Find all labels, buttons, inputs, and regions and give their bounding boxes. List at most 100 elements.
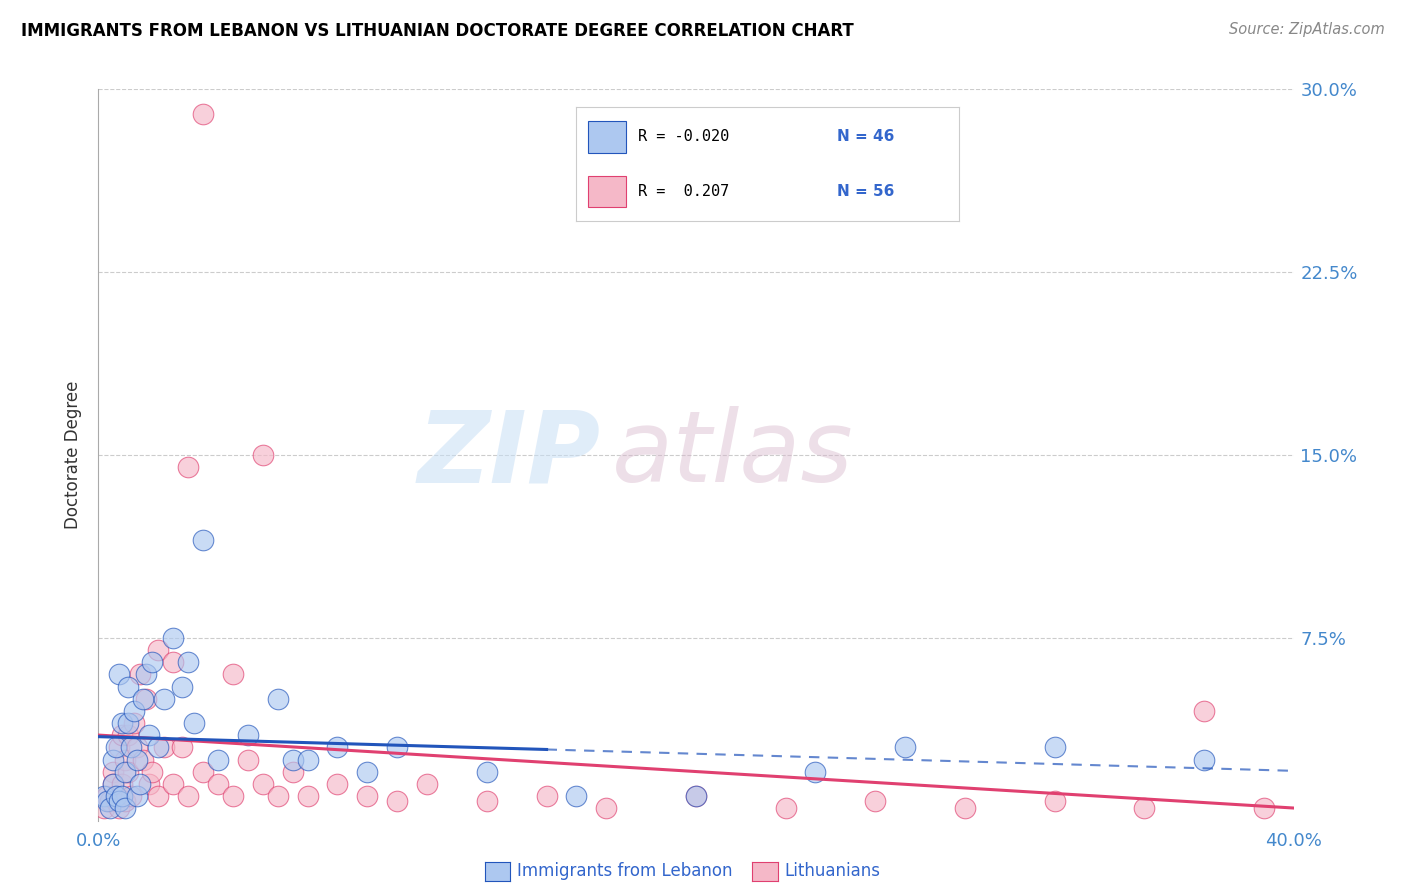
- Point: [153, 740, 176, 755]
- Point: [148, 643, 170, 657]
- Text: IMMIGRANTS FROM LEBANON VS LITHUANIAN DOCTORATE DEGREE CORRELATION CHART: IMMIGRANTS FROM LEBANON VS LITHUANIAN DO…: [21, 22, 853, 40]
- Point: [865, 794, 887, 808]
- Point: [127, 789, 149, 804]
- Point: [111, 789, 134, 804]
- Point: [191, 533, 214, 548]
- Point: [148, 740, 170, 755]
- Point: [135, 667, 157, 681]
- Point: [114, 753, 136, 767]
- Point: [685, 789, 707, 804]
- Point: [111, 716, 134, 731]
- Point: [117, 764, 139, 779]
- Point: [162, 655, 184, 669]
- Point: [236, 728, 259, 742]
- Point: [124, 716, 146, 731]
- Point: [127, 753, 149, 767]
- Point: [100, 801, 122, 815]
- Point: [953, 801, 976, 815]
- Point: [1192, 753, 1215, 767]
- Point: [281, 753, 304, 767]
- Point: [267, 789, 290, 804]
- Point: [117, 728, 139, 742]
- Point: [148, 789, 170, 804]
- Point: [385, 740, 409, 755]
- Point: [129, 777, 152, 791]
- Point: [475, 794, 498, 808]
- Point: [141, 655, 163, 669]
- Point: [297, 753, 319, 767]
- Point: [111, 728, 134, 742]
- Point: [356, 789, 378, 804]
- Point: [297, 789, 319, 804]
- Point: [105, 794, 128, 808]
- Point: [595, 801, 617, 815]
- Point: [177, 789, 200, 804]
- Point: [222, 789, 245, 804]
- Point: [93, 789, 115, 804]
- Point: [117, 680, 139, 694]
- Point: [267, 691, 290, 706]
- Point: [191, 106, 214, 120]
- Point: [135, 691, 157, 706]
- Point: [252, 777, 274, 791]
- Point: [141, 764, 163, 779]
- Point: [326, 740, 349, 755]
- Point: [108, 801, 131, 815]
- Point: [105, 789, 128, 804]
- Point: [162, 777, 184, 791]
- Point: [105, 740, 128, 755]
- Point: [114, 794, 136, 808]
- Point: [103, 764, 125, 779]
- Point: [127, 740, 149, 755]
- Point: [183, 716, 205, 731]
- Point: [111, 777, 134, 791]
- Point: [117, 716, 139, 731]
- Point: [177, 655, 200, 669]
- Point: [1133, 801, 1156, 815]
- Point: [1043, 740, 1066, 755]
- Point: [120, 740, 142, 755]
- Point: [153, 691, 176, 706]
- Point: [132, 691, 155, 706]
- Point: [93, 801, 115, 815]
- Point: [536, 789, 558, 804]
- Point: [191, 764, 214, 779]
- Point: [804, 764, 827, 779]
- Point: [103, 777, 125, 791]
- Text: Lithuanians: Lithuanians: [785, 863, 880, 880]
- Point: [326, 777, 349, 791]
- Point: [120, 789, 142, 804]
- Point: [172, 740, 194, 755]
- Point: [114, 764, 136, 779]
- Point: [129, 667, 152, 681]
- Point: [894, 740, 917, 755]
- Y-axis label: Doctorate Degree: Doctorate Degree: [65, 381, 83, 529]
- Point: [356, 764, 378, 779]
- Point: [172, 680, 194, 694]
- Point: [108, 667, 131, 681]
- Point: [416, 777, 439, 791]
- Point: [96, 789, 118, 804]
- Point: [177, 460, 200, 475]
- Point: [385, 794, 409, 808]
- Text: Source: ZipAtlas.com: Source: ZipAtlas.com: [1229, 22, 1385, 37]
- Point: [207, 753, 229, 767]
- Point: [108, 740, 131, 755]
- Point: [565, 789, 588, 804]
- Point: [1253, 801, 1275, 815]
- Point: [132, 753, 155, 767]
- Point: [281, 764, 304, 779]
- Point: [775, 801, 797, 815]
- Text: ZIP: ZIP: [418, 407, 600, 503]
- Point: [222, 667, 245, 681]
- Point: [124, 704, 146, 718]
- Point: [252, 448, 274, 462]
- Point: [96, 794, 118, 808]
- Point: [1192, 704, 1215, 718]
- Point: [685, 789, 707, 804]
- Point: [100, 794, 122, 808]
- Point: [114, 801, 136, 815]
- Point: [1043, 794, 1066, 808]
- Point: [475, 764, 498, 779]
- Text: atlas: atlas: [613, 407, 853, 503]
